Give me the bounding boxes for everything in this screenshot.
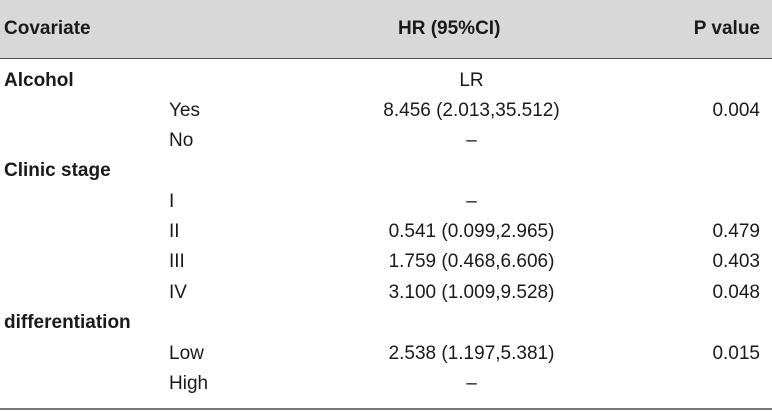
group-row-alcohol: Alcohol LR (0, 70, 772, 100)
group-hr-value: LR (459, 70, 484, 91)
hr-value: 0.541 (0.099,2.965) (388, 221, 555, 242)
hr-value: 2.538 (1.197,5.381) (388, 343, 555, 364)
header-rule (0, 58, 772, 59)
level-label: Low (169, 343, 204, 364)
p-value: 0.004 (712, 100, 760, 121)
table-row: No – (0, 130, 772, 160)
group-label: differentiation (4, 312, 131, 333)
hr-value: – (466, 373, 477, 394)
header-hr: HR (95%CI) (398, 18, 501, 39)
hr-value: – (466, 191, 477, 212)
group-label: Clinic stage (4, 160, 111, 181)
hr-value: 3.100 (1.009,9.528) (388, 282, 555, 303)
level-label: IV (169, 282, 187, 303)
table-row: Low 2.538 (1.197,5.381) 0.015 (0, 343, 772, 373)
p-value: 0.403 (712, 251, 760, 272)
hr-value: – (466, 130, 477, 151)
hr-value: 8.456 (2.013,35.512) (383, 100, 560, 121)
level-label: II (169, 221, 180, 242)
header-covariate: Covariate (4, 18, 91, 39)
table-row: I – (0, 191, 772, 221)
level-label: I (169, 191, 175, 212)
level-label: No (169, 130, 194, 151)
level-label: Yes (169, 100, 200, 121)
group-label: Alcohol (4, 70, 74, 91)
table-row: High – (0, 373, 772, 403)
p-value: 0.048 (712, 282, 760, 303)
table-header: Covariate HR (95%CI) P value (0, 0, 772, 58)
hr-value: 1.759 (0.468,6.606) (388, 251, 555, 272)
table-row: IV 3.100 (1.009,9.528) 0.048 (0, 282, 772, 312)
group-row-clinic-stage: Clinic stage (0, 160, 772, 190)
table-row: III 1.759 (0.468,6.606) 0.403 (0, 251, 772, 281)
bottom-rule (0, 408, 772, 410)
p-value: 0.015 (712, 343, 760, 364)
group-row-differentiation: differentiation (0, 312, 772, 342)
level-label: High (169, 373, 209, 394)
table-row: Yes 8.456 (2.013,35.512) 0.004 (0, 100, 772, 130)
header-p-value: P value (693, 18, 760, 39)
p-value: 0.479 (712, 221, 760, 242)
table-row: II 0.541 (0.099,2.965) 0.479 (0, 221, 772, 251)
level-label: III (169, 251, 185, 272)
